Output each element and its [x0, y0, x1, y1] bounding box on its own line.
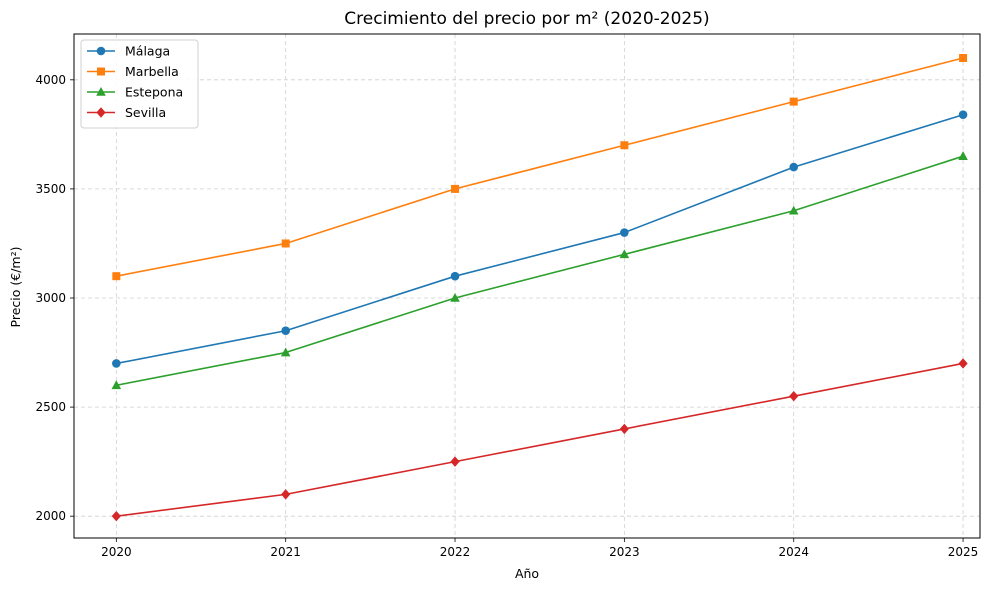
data-point-estepona	[111, 380, 122, 390]
data-point-marbella	[451, 184, 460, 193]
x-tick-label: 2025	[948, 545, 979, 559]
data-point-malaga	[789, 162, 799, 172]
series-line-estepona	[116, 155, 964, 387]
legend-marker-estepona	[96, 87, 106, 96]
legend-label-malaga: Málaga	[125, 44, 170, 59]
y-tick-label: 3500	[35, 182, 66, 196]
x-tick-label: 2022	[440, 545, 471, 559]
data-point-sevilla	[789, 390, 799, 402]
legend-label-marbella: Marbella	[125, 64, 179, 79]
legend-label-sevilla: Sevilla	[125, 105, 166, 120]
plot-frame	[73, 33, 981, 539]
legend-marker-marbella	[97, 67, 105, 76]
y-tick-label: 2500	[35, 400, 66, 414]
data-point-sevilla	[958, 358, 968, 369]
chart-title: Crecimiento del precio por m² (2020-2025…	[344, 9, 709, 29]
data-point-estepona	[788, 205, 799, 215]
x-tick-label: 2021	[270, 545, 301, 559]
data-point-sevilla	[111, 510, 121, 522]
data-point-sevilla	[281, 489, 291, 500]
y-tick-label: 2000	[35, 509, 66, 523]
data-point-marbella	[789, 97, 798, 106]
series-line-sevilla	[116, 362, 964, 517]
x-tick-label: 2023	[609, 545, 640, 559]
series-line-malaga	[116, 113, 964, 365]
data-point-estepona	[450, 293, 460, 302]
series-markers	[111, 54, 968, 522]
data-point-marbella	[281, 239, 290, 248]
data-point-malaga	[281, 326, 290, 336]
data-point-malaga	[620, 228, 629, 237]
data-point-sevilla	[450, 456, 460, 467]
gridlines	[74, 34, 980, 538]
legend-marker-malaga	[96, 46, 106, 56]
series-line-marbella	[116, 57, 964, 277]
data-point-marbella	[959, 54, 968, 62]
series-lines	[116, 57, 964, 517]
x-tick-label: 2020	[101, 545, 132, 559]
data-point-malaga	[450, 271, 460, 281]
data-point-malaga	[112, 359, 121, 368]
data-point-marbella	[112, 272, 121, 281]
data-point-estepona	[619, 249, 630, 259]
x-tick-label: 2024	[778, 545, 809, 559]
data-point-estepona	[958, 151, 968, 160]
data-point-malaga	[958, 110, 968, 120]
legend-box	[80, 39, 199, 129]
data-point-marbella	[620, 141, 629, 150]
legend-label-estepona: Estepona	[125, 85, 183, 100]
data-point-estepona	[280, 347, 291, 357]
legend-marker-sevilla	[96, 107, 106, 118]
axis-ticks: 2020 2021 2022 2023 2024 2025 2000 2500 3000 3500…	[35, 73, 978, 559]
legend: Málaga Marbella Estepona Sevilla	[80, 39, 199, 129]
y-tick-label: 4000	[35, 73, 66, 87]
y-axis-label: Precio (€/m²)	[8, 247, 23, 328]
x-axis-label: Año	[515, 566, 539, 581]
y-tick-label: 3000	[35, 291, 66, 305]
data-point-sevilla	[619, 423, 629, 435]
